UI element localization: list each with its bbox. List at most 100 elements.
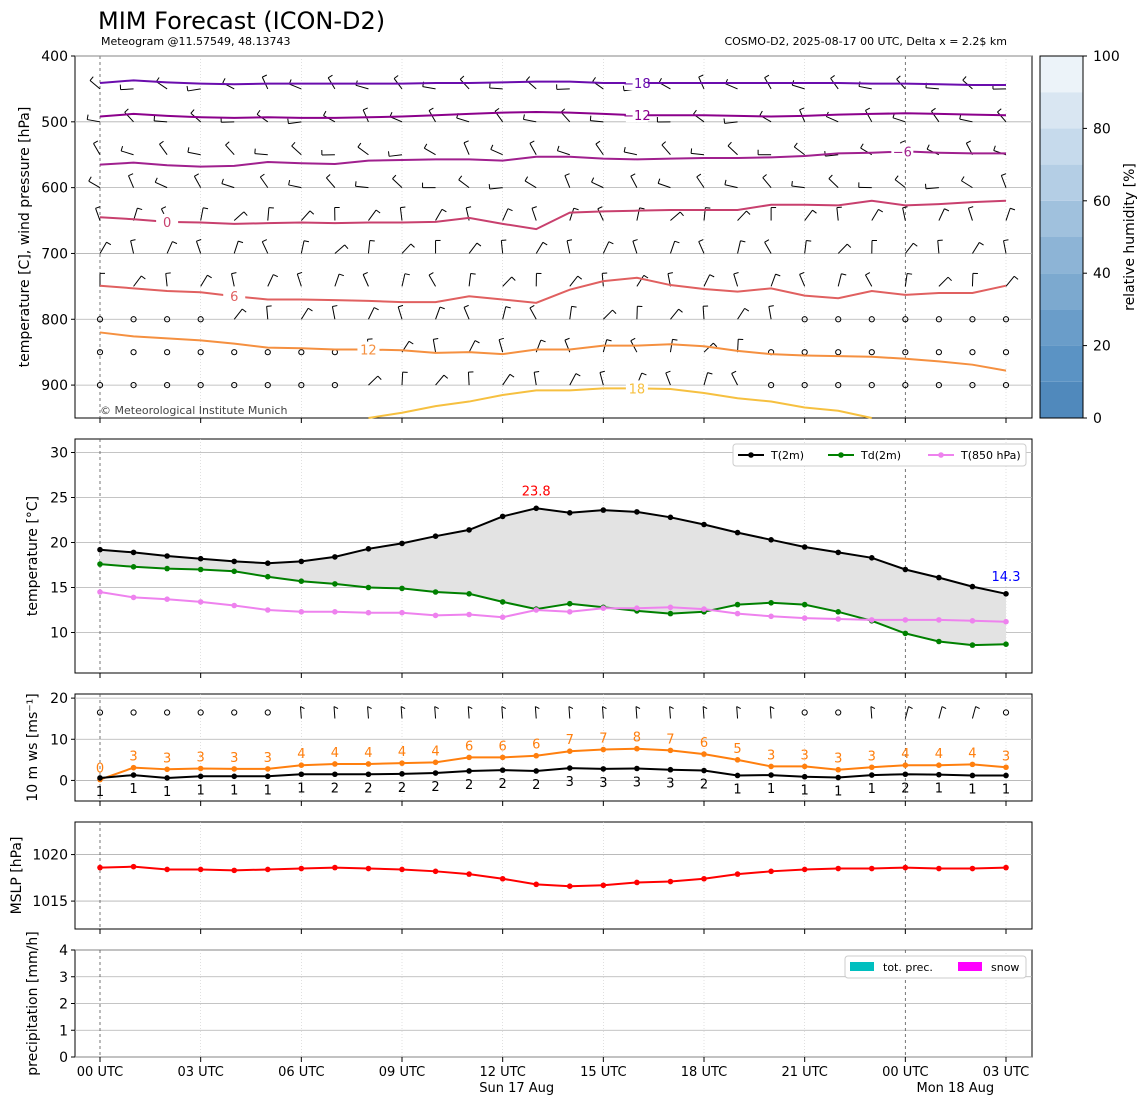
wind-barb-flag — [672, 338, 678, 341]
mslp-series — [97, 863, 1009, 889]
wind-barb — [632, 240, 638, 254]
wind-barb-flag — [900, 140, 906, 144]
series-point — [97, 561, 103, 567]
mean-label: 1 — [834, 785, 842, 800]
wind-barb — [187, 151, 201, 156]
wind-barb — [602, 309, 613, 320]
wind-barb-flag — [141, 275, 146, 280]
wind-barb — [997, 111, 1007, 123]
wind-barb-flag — [573, 207, 579, 211]
calm-circle — [130, 381, 137, 389]
wind-barb-flag — [566, 239, 573, 242]
wind-barb — [187, 88, 201, 92]
series-line — [99, 747, 1007, 781]
wind-barb-flag — [241, 308, 247, 313]
mean-label: 1 — [868, 782, 876, 797]
gust-label: 8 — [633, 731, 641, 746]
wind-barb-flag — [746, 210, 751, 215]
mean-label: 1 — [733, 782, 741, 797]
colorbar-segment — [1040, 200, 1083, 237]
wind-barb-flag — [993, 145, 996, 151]
wind-barb-flag — [870, 706, 876, 709]
calm-circle — [868, 349, 875, 356]
wind-barb-flag — [326, 174, 331, 179]
wind-barb-flag — [222, 78, 226, 84]
mean-label: 2 — [700, 778, 708, 793]
wind-barb — [334, 273, 340, 287]
calm-circle — [801, 709, 808, 716]
wind-barb-flag — [362, 271, 368, 275]
gust-label: 4 — [901, 747, 909, 762]
panel-frame — [74, 55, 1033, 419]
wind-barb-flag — [770, 706, 775, 709]
wind-barb — [670, 211, 681, 221]
x-tick-label: 00 UTC — [77, 1065, 123, 1080]
wind-barb-flag — [291, 141, 296, 147]
wind-barb — [601, 273, 604, 287]
wind-barb-flag — [639, 207, 645, 210]
series-point — [264, 773, 271, 780]
calm-circle — [969, 349, 976, 356]
wind-barb — [233, 211, 245, 221]
wind-barb-flag — [300, 706, 305, 709]
wind-barb — [225, 144, 235, 156]
isotherm-line — [99, 150, 1006, 168]
wind-barb-flag — [509, 373, 515, 378]
wind-barb-flag — [355, 181, 357, 187]
wind-barb-flag — [262, 74, 268, 78]
series-point — [231, 558, 238, 565]
wind-barb — [702, 306, 705, 320]
series-point — [298, 771, 305, 778]
calm-circle — [801, 316, 808, 323]
series-point — [365, 771, 372, 778]
wind-barb — [500, 240, 504, 254]
wind-barb-flag — [658, 77, 662, 83]
wind-barb-flag — [498, 337, 505, 341]
wind-barb — [737, 240, 741, 254]
wind-barb — [434, 706, 437, 719]
wind-barb — [156, 81, 168, 90]
wind-barb-flag — [344, 244, 349, 250]
wind-barb-flag — [913, 242, 918, 247]
wind-barb-flag — [529, 140, 535, 144]
calm-circle — [264, 709, 271, 716]
wind-barb — [368, 209, 377, 221]
mean-label: 1 — [197, 783, 205, 798]
wind-barb — [331, 306, 336, 320]
calm-circle — [835, 316, 842, 323]
wind-barb — [560, 111, 571, 123]
gust-label: 5 — [733, 742, 741, 757]
legend-marker — [838, 452, 844, 458]
gust-label: 6 — [700, 736, 708, 751]
y-tick-label: 600 — [41, 181, 68, 197]
series-point — [432, 770, 439, 776]
series-point — [97, 775, 103, 781]
wind-barb-flag — [908, 706, 913, 709]
wind-barb — [128, 175, 135, 188]
series-point — [231, 602, 238, 609]
calm-circle — [164, 349, 171, 356]
wind-barb — [165, 273, 168, 287]
series-point — [130, 564, 137, 570]
wind-barb — [799, 274, 806, 287]
wind-barb-flag — [907, 272, 913, 275]
wind-barb-flag — [262, 239, 268, 243]
series-point — [566, 765, 573, 771]
calm-circle — [130, 316, 137, 323]
wind-barb — [595, 143, 604, 156]
y-tick-label: 25 — [50, 491, 68, 507]
wind-barb — [266, 306, 269, 320]
series-point — [1003, 864, 1009, 871]
wind-barb-flag — [799, 107, 805, 111]
series-point — [466, 527, 472, 533]
series-point — [667, 610, 674, 617]
colorbar-segment — [1040, 128, 1083, 165]
series-point — [566, 510, 573, 516]
colorbar: 0 20 40 60 80 100 relative humidity [%] — [1039, 49, 1138, 427]
wind-barb-flag — [128, 173, 134, 177]
wind-barb — [535, 242, 544, 254]
copyright-note: © Meteorological Institute Munich — [100, 404, 287, 417]
wind-barb-flag — [338, 273, 345, 277]
series-point — [332, 609, 338, 615]
wind-barb — [498, 339, 504, 353]
